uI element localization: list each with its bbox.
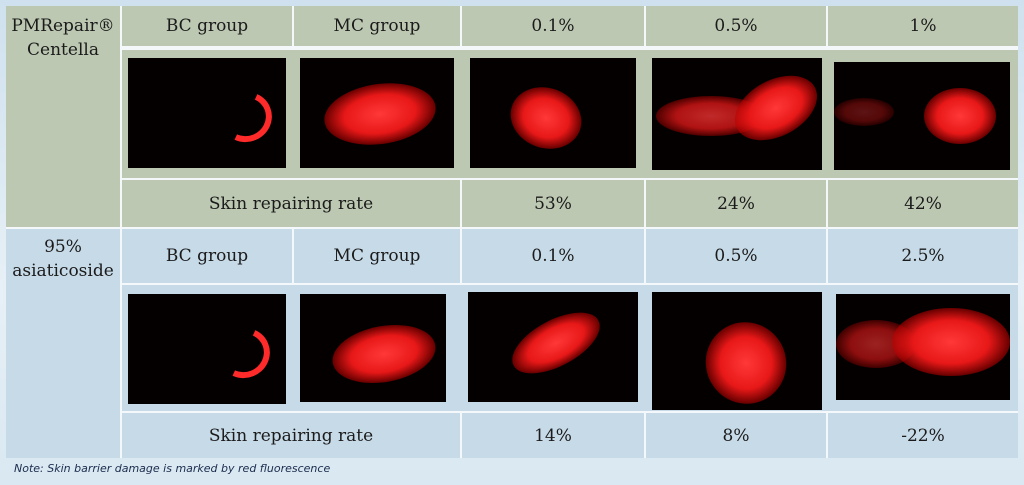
fluorescence-photo-0-5-2 — [652, 292, 822, 410]
section-2-rate-0-1: 14% — [462, 413, 644, 458]
section-1-header-mc: MC group — [294, 6, 460, 46]
fluorescence-photo-bc-group — [128, 58, 286, 168]
section-1-rate-0-1: 53% — [462, 180, 644, 227]
section-1-header-0-5: 0.5% — [646, 6, 826, 46]
section-2-rate-label: Skin repairing rate — [122, 413, 460, 458]
fluorescence-photo-mc-group — [300, 58, 454, 168]
fluorescence-photo-2-5-2 — [836, 294, 1010, 400]
section-1-rate-label: Skin repairing rate — [122, 180, 460, 227]
results-table: PMRepair® Centella BC group MC group 0.1… — [6, 6, 1018, 458]
section-2-header-0-5: 0.5% — [646, 229, 826, 283]
section-2-header-2-5: 2.5% — [828, 229, 1018, 283]
section-2-rate-0-5: 8% — [646, 413, 826, 458]
section-2-header-0-1: 0.1% — [462, 229, 644, 283]
footnote: Note: Skin barrier damage is marked by r… — [14, 462, 331, 475]
section-1-name-line-2: Centella — [27, 40, 99, 60]
section-1-header-0-1: 0.1% — [462, 6, 644, 46]
fluorescence-photo-1 — [834, 62, 1010, 170]
section-2-header-bc: BC group — [122, 229, 292, 283]
section-2-label: 95% asiaticoside — [6, 229, 120, 458]
section-2-name-line-1: 95% — [44, 237, 82, 257]
fluorescence-photo-mc-group-2 — [300, 294, 446, 402]
section-1-rate-1: 42% — [828, 180, 1018, 227]
fluorescence-photo-0-1 — [470, 58, 636, 168]
section-2-header-mc: MC group — [294, 229, 460, 283]
fluorescence-photo-0-1-2 — [468, 292, 638, 402]
section-1-header-bc: BC group — [122, 6, 292, 46]
section-1-header-1: 1% — [828, 6, 1018, 46]
section-1-rate-0-5: 24% — [646, 180, 826, 227]
fluorescence-photo-bc-group-2 — [128, 294, 286, 404]
section-2-name-line-2: asiaticoside — [12, 261, 114, 281]
fluorescence-photo-0-5 — [652, 58, 822, 170]
section-2-rate-2-5: -22% — [828, 413, 1018, 458]
section-1-label: PMRepair® Centella — [6, 6, 120, 227]
section-1-name-line-1: PMRepair® — [11, 16, 115, 36]
